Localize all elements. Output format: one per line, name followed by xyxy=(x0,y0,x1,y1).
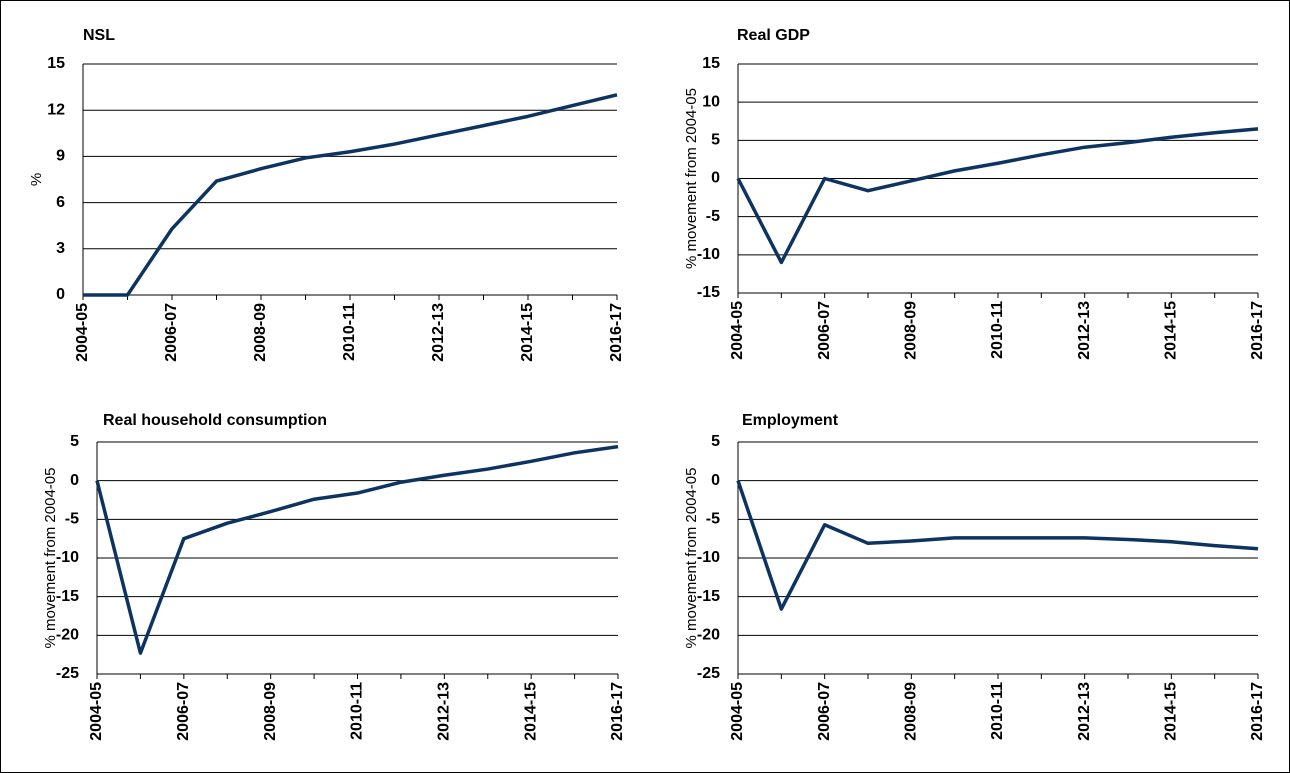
panel-title: NSL xyxy=(83,27,115,44)
x-tick-label: 2008-09 xyxy=(252,303,269,362)
y-axis-label: % movement from 2004-05 xyxy=(683,468,700,649)
y-tick-label: 15 xyxy=(702,55,720,72)
line xyxy=(736,480,1259,611)
x-tick-label: 2010-11 xyxy=(341,303,358,361)
x-tick-label: 2014-15 xyxy=(519,303,536,362)
y-tick-label: -20 xyxy=(697,627,720,644)
x-tick-label: 2006-07 xyxy=(163,303,180,362)
x-tick-label: 2004-05 xyxy=(729,682,746,741)
x-tick-label: 2010-11 xyxy=(989,682,1006,740)
y-tick-label: -25 xyxy=(56,665,79,682)
panel-title: Real GDP xyxy=(737,27,810,44)
x-tick-label: 2012-13 xyxy=(1076,682,1093,741)
panel-title: Real household consumption xyxy=(103,412,327,429)
y-axis-label: % movement from 2004-05 xyxy=(42,468,59,649)
y-tick-label: 12 xyxy=(47,101,65,118)
y-tick-label: 3 xyxy=(56,240,65,257)
y-tick-label: 0 xyxy=(70,472,79,489)
y-tick-label: -5 xyxy=(706,511,720,528)
y-tick-label: 10 xyxy=(702,93,720,110)
x-tick-label: 2008-09 xyxy=(903,682,920,741)
line xyxy=(83,93,618,297)
x-tick-label: 2012-13 xyxy=(430,303,447,362)
x-tick-label: 2004-05 xyxy=(729,301,746,360)
y-tick-label: -20 xyxy=(56,627,79,644)
y-axis-label: % movement from 2004-05 xyxy=(683,88,700,269)
y-tick-label: 6 xyxy=(56,194,65,211)
y-tick-label: 0 xyxy=(711,170,720,187)
y-tick-label: -5 xyxy=(706,208,720,225)
y-axis-label: % xyxy=(28,173,45,186)
x-tick-label: 2010-11 xyxy=(989,301,1006,359)
y-tick-label: -15 xyxy=(56,588,79,605)
y-tick-label: -15 xyxy=(697,284,720,301)
x-tick-label: 2010-11 xyxy=(349,682,366,740)
x-tick-label: 2004-05 xyxy=(74,303,91,362)
line xyxy=(95,444,619,655)
panel-title: Employment xyxy=(742,412,839,429)
x-tick-label: 2008-09 xyxy=(262,682,279,741)
x-tick-label: 2006-07 xyxy=(816,301,833,360)
y-tick-label: 15 xyxy=(47,55,65,72)
x-tick-label: 2016-17 xyxy=(1249,301,1266,360)
x-tick-label: 2016-17 xyxy=(609,682,626,741)
x-tick-label: 2006-07 xyxy=(175,682,192,741)
x-tick-label: 2012-13 xyxy=(1076,301,1093,360)
x-tick-label: 2016-17 xyxy=(608,303,625,362)
y-tick-label: -10 xyxy=(56,549,79,566)
y-tick-label: 9 xyxy=(56,148,65,165)
y-tick-label: -25 xyxy=(697,665,720,682)
x-tick-label: 2004-05 xyxy=(88,682,105,741)
y-tick-label: -10 xyxy=(697,246,720,263)
x-tick-label: 2014-15 xyxy=(1163,682,1180,741)
line xyxy=(736,127,1259,265)
y-tick-label: 5 xyxy=(711,433,720,450)
y-tick-label: -15 xyxy=(697,588,720,605)
x-tick-label: 2014-15 xyxy=(1163,301,1180,360)
y-tick-label: 0 xyxy=(711,472,720,489)
x-tick-label: 2012-13 xyxy=(436,682,453,741)
x-tick-label: 2014-15 xyxy=(522,682,539,741)
y-tick-label: 0 xyxy=(56,286,65,303)
y-tick-label: -5 xyxy=(65,511,79,528)
x-tick-label: 2008-09 xyxy=(903,301,920,360)
y-tick-label: 5 xyxy=(70,433,79,450)
y-tick-label: 5 xyxy=(711,132,720,149)
y-tick-label: -10 xyxy=(697,549,720,566)
x-tick-label: 2006-07 xyxy=(816,682,833,741)
x-tick-label: 2016-17 xyxy=(1249,682,1266,741)
